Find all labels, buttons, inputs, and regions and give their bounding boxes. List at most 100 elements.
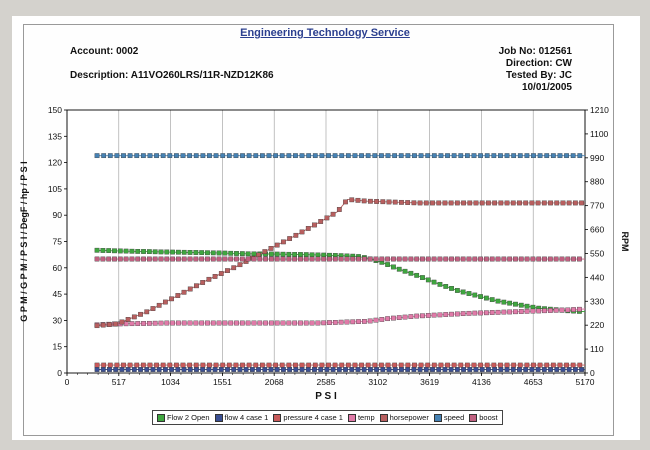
- data-point: [564, 153, 569, 159]
- data-point: [504, 200, 510, 206]
- data-point: [281, 239, 286, 245]
- data-point: [94, 323, 100, 329]
- data-point: [330, 211, 336, 217]
- data-point: [425, 277, 431, 283]
- data-point: [239, 256, 245, 262]
- y-tick-label: 45: [53, 289, 63, 299]
- data-point: [479, 367, 485, 372]
- data-point: [274, 320, 280, 326]
- data-point: [425, 153, 431, 159]
- direction-label: Direction: CW: [505, 58, 572, 69]
- legend-item: temp: [347, 413, 375, 422]
- data-point: [524, 256, 530, 262]
- data-point: [94, 362, 100, 368]
- data-point: [332, 362, 338, 368]
- legend-item: horsepower: [379, 413, 429, 422]
- data-point: [501, 256, 507, 262]
- data-point: [492, 200, 498, 206]
- data-point: [373, 256, 379, 262]
- data-point: [213, 362, 219, 368]
- data-point: [112, 256, 117, 262]
- data-point: [548, 200, 553, 206]
- data-point: [442, 200, 448, 206]
- data-point: [479, 200, 485, 206]
- data-point: [193, 153, 199, 159]
- data-point: [299, 153, 305, 159]
- data-point: [553, 307, 559, 313]
- data-point: [510, 200, 516, 206]
- data-point: [443, 284, 449, 289]
- data-point: [454, 367, 460, 372]
- data-point: [106, 256, 112, 262]
- data-point: [262, 367, 268, 372]
- data-point: [418, 362, 424, 368]
- data-point: [228, 256, 234, 262]
- data-point: [150, 367, 156, 372]
- data-point: [356, 256, 361, 262]
- data-point: [135, 256, 141, 262]
- data-point: [144, 367, 150, 372]
- data-point: [141, 256, 146, 262]
- data-point: [181, 289, 187, 295]
- data-point: [243, 367, 249, 372]
- data-point: [210, 320, 216, 326]
- data-point: [405, 200, 411, 205]
- data-point: [158, 320, 164, 326]
- data-point: [263, 256, 268, 262]
- data-point: [226, 153, 232, 159]
- data-point: [355, 197, 361, 203]
- data-point: [298, 320, 303, 326]
- data-point: [386, 367, 392, 372]
- data-point: [478, 256, 483, 262]
- x-tick-label: 1034: [161, 377, 180, 387]
- data-point: [537, 362, 543, 368]
- data-point: [577, 256, 582, 262]
- data-point: [228, 320, 234, 326]
- data-point: [461, 367, 466, 372]
- data-point: [451, 362, 457, 368]
- data-point: [222, 320, 228, 326]
- data-point: [187, 367, 193, 372]
- data-point: [207, 153, 212, 159]
- legend-swatch: [469, 413, 478, 422]
- legend-item: speed: [433, 413, 464, 422]
- data-point: [471, 153, 477, 159]
- y2-tick-label: 220: [590, 320, 604, 330]
- data-point: [368, 367, 373, 372]
- data-point: [107, 153, 113, 159]
- tested-by-label: Tested By: JC: [506, 70, 572, 81]
- data-point: [134, 153, 140, 159]
- data-point: [286, 256, 292, 262]
- data-point: [222, 250, 228, 256]
- x-tick-label: 4653: [524, 377, 543, 387]
- job-number-label: Job No: 012561: [498, 46, 572, 57]
- data-point: [517, 367, 522, 372]
- data-point: [559, 307, 565, 313]
- data-point: [274, 251, 280, 257]
- y2-tick-label: 1210: [590, 105, 609, 115]
- data-point: [332, 153, 338, 159]
- data-point: [408, 256, 414, 262]
- data-point: [146, 320, 152, 326]
- y2-tick-label: 0: [590, 368, 595, 378]
- data-point: [298, 252, 303, 257]
- data-point: [226, 362, 232, 368]
- data-point: [402, 268, 408, 274]
- data-point: [286, 251, 292, 257]
- data-point: [253, 362, 259, 368]
- data-point: [560, 367, 566, 372]
- data-point: [361, 256, 367, 262]
- data-point: [544, 153, 550, 159]
- data-point: [170, 249, 175, 255]
- data-point: [349, 367, 355, 372]
- legend-item: pressure 4 case 1: [273, 413, 343, 422]
- data-point: [319, 362, 325, 368]
- data-point: [144, 309, 150, 315]
- data-point: [361, 367, 367, 372]
- data-point: [225, 268, 230, 274]
- data-point: [385, 256, 390, 262]
- data-point: [398, 362, 404, 368]
- data-point: [249, 367, 255, 372]
- data-point: [330, 367, 336, 372]
- data-point: [498, 200, 504, 206]
